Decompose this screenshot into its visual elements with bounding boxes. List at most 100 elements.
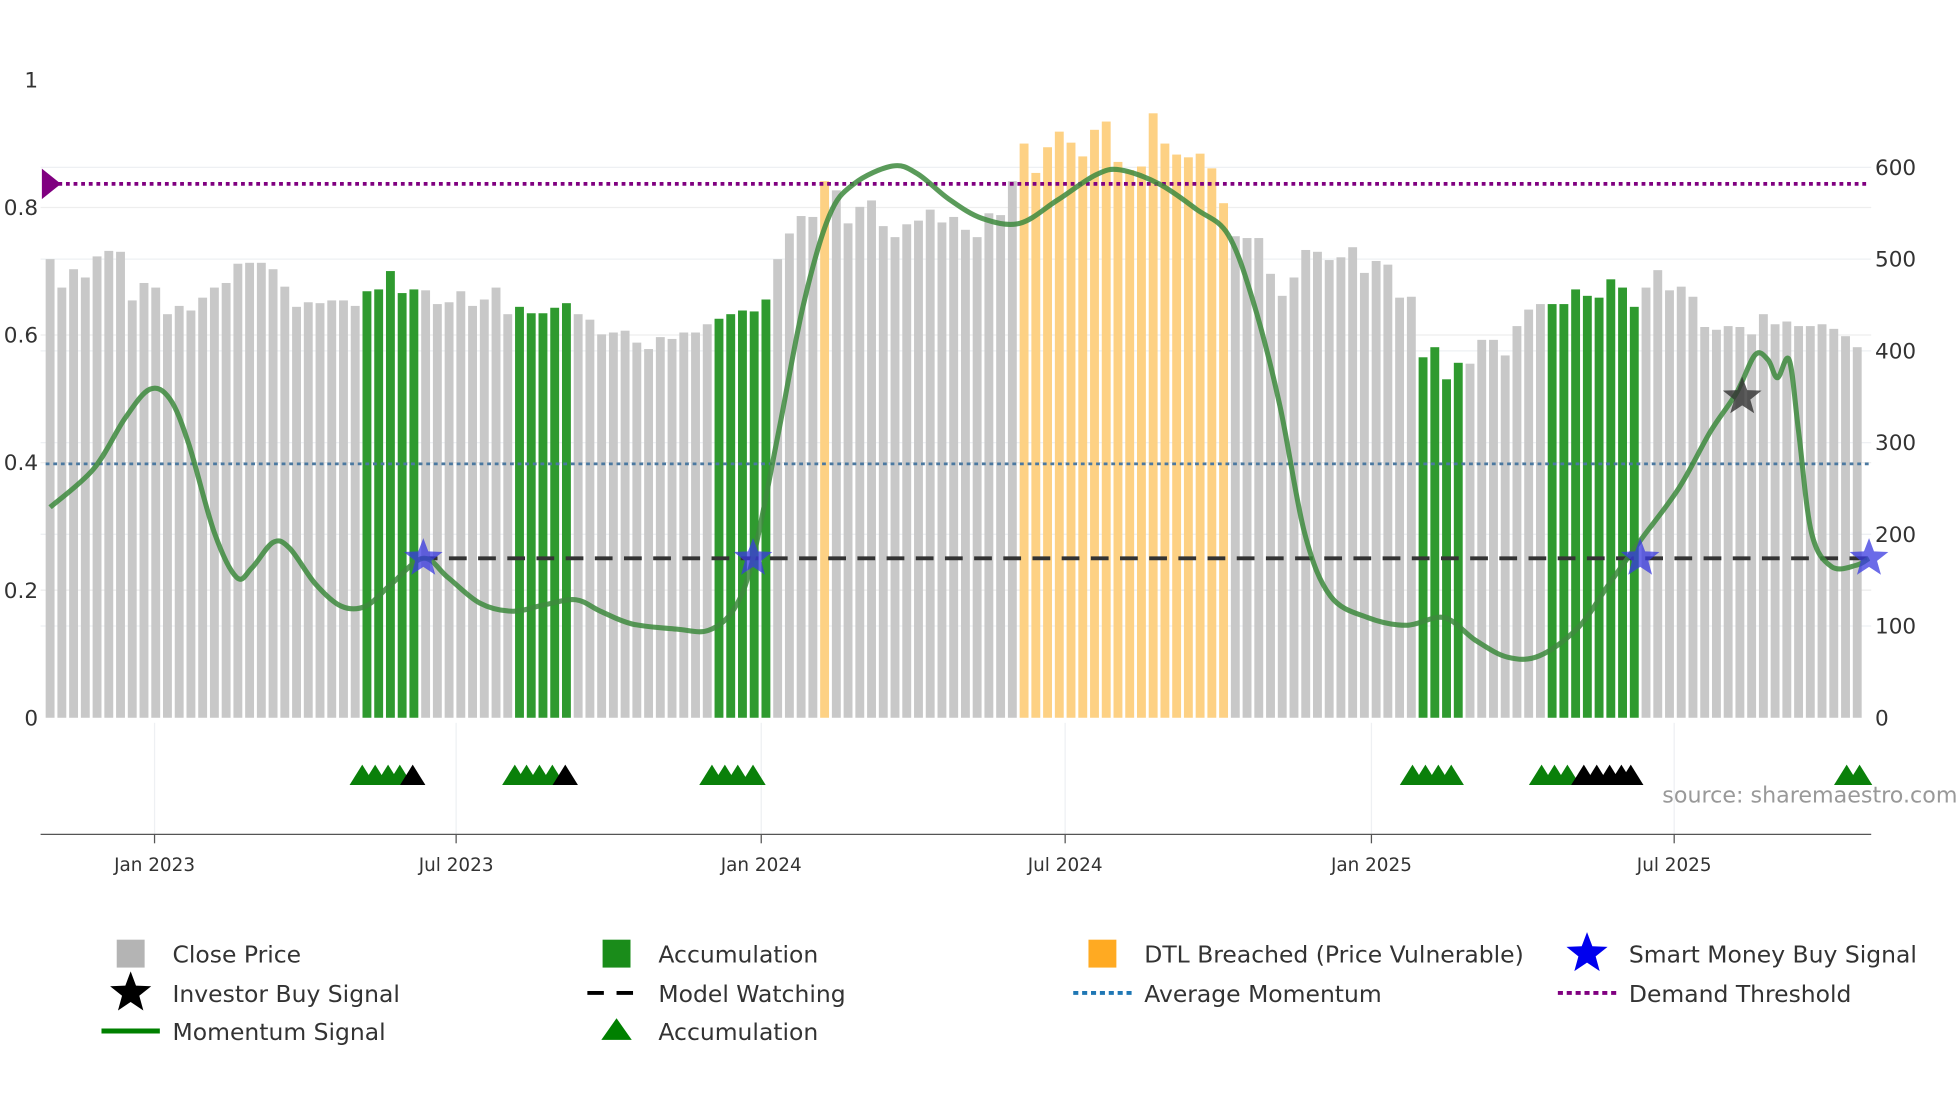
close-price-bar <box>1489 339 1498 718</box>
close-price-bar <box>1653 270 1663 718</box>
close-price-bar <box>92 256 102 718</box>
dtl-breached-bar <box>1207 168 1217 718</box>
close-price-bar <box>339 300 348 718</box>
close-price-bar <box>198 297 208 718</box>
axes: Jan 2023 Jul 2023 Jan 2024 Jul 2024 Jan 2025… <box>4 69 1916 877</box>
dtl-breached-bar <box>820 181 830 718</box>
close-price-bar <box>867 200 876 718</box>
legend-close-price-label: Close Price <box>173 941 302 969</box>
close-price-bar <box>1465 363 1475 718</box>
dtl-breached-bar <box>1183 157 1193 718</box>
accumulation-bar <box>1618 287 1627 718</box>
close-price-bar <box>1336 257 1346 718</box>
accumulation-bar <box>397 293 407 718</box>
dtl-breached-bar <box>1054 131 1064 718</box>
legend-investor-buy-signal-icon <box>110 971 152 1011</box>
dtl-breached-bar <box>1078 156 1088 718</box>
close-price-bar <box>1747 334 1757 718</box>
close-price-bar <box>163 314 172 718</box>
close-price-bar <box>1723 326 1733 718</box>
left-tick-label: 0.2 <box>4 579 38 604</box>
close-price-bar <box>69 269 79 718</box>
dtl-breached-bar <box>1172 154 1182 718</box>
investor-triangle <box>400 764 426 785</box>
accumulation-bar <box>1559 304 1569 718</box>
dtl-breached-bar <box>1148 113 1158 718</box>
close-price-bar <box>1829 328 1839 718</box>
close-price-bar <box>831 190 841 718</box>
legend-accumulation-label: Accumulation <box>658 1018 818 1046</box>
legend-smart-money-buy-signal-label: Smart Money Buy Signal <box>1629 941 1917 969</box>
close-price-bar <box>808 216 818 718</box>
close-price-bar <box>890 237 900 718</box>
x-tick-label: Jan 2024 <box>720 855 802 876</box>
legend-average-momentum-label: Average Momentum <box>1144 980 1381 1008</box>
close-price-bar <box>432 304 442 718</box>
smart-money-buy-star <box>733 538 773 575</box>
close-price-bar <box>1794 326 1804 718</box>
close-price-bar <box>1230 236 1240 718</box>
accumulation-bar <box>362 291 372 718</box>
accumulation-bar <box>1430 347 1440 718</box>
legend: Close Price Accumulation DTL Breached (Pri… <box>101 932 1917 1046</box>
left-tick-label: 1 <box>24 69 38 94</box>
left-tick-label: 0.4 <box>4 451 38 476</box>
close-price-bar <box>1770 324 1780 718</box>
close-price-bar <box>1289 277 1299 718</box>
dtl-breached-bar <box>1043 147 1052 718</box>
close-price-bar <box>1371 260 1381 718</box>
accumulation-triangle <box>740 764 766 785</box>
right-tick-label: 600 <box>1875 156 1916 181</box>
accumulation-bar <box>374 289 384 718</box>
close-price-bar <box>843 223 853 718</box>
source-label: source: sharemaestro.com <box>1662 783 1957 809</box>
close-price-bar <box>350 305 360 718</box>
close-price-bar <box>1524 309 1534 718</box>
legend-accumulation-icon <box>602 939 631 968</box>
investor-triangle <box>1618 764 1644 785</box>
smart-money-buy-star <box>1620 538 1660 575</box>
close-price-bar <box>421 290 431 718</box>
close-price-bar <box>186 310 196 718</box>
close-price-bar <box>315 303 325 718</box>
close-price-bar <box>620 330 630 718</box>
close-price-bar <box>691 332 700 718</box>
accumulation-bar <box>1547 304 1557 718</box>
close-price-bar <box>233 263 243 718</box>
signal-lines <box>41 163 1872 662</box>
accumulation-bar <box>538 313 548 718</box>
dtl-breached-bar <box>1101 121 1111 718</box>
close-price-bar <box>1266 273 1275 718</box>
accumulation-bar <box>1418 357 1428 718</box>
accumulation-bar <box>1629 306 1639 718</box>
accumulation-bar <box>749 311 759 718</box>
close-price-bar <box>468 305 477 718</box>
close-price-bar <box>245 262 255 718</box>
accumulation-bar <box>561 303 571 718</box>
accumulation-bar <box>550 307 560 718</box>
legend-dtl-breached-price-vulnerable-label: DTL Breached (Price Vulnerable) <box>1144 941 1523 969</box>
signal-markers <box>349 376 1889 785</box>
close-price-bar <box>1852 347 1862 718</box>
close-price-bar <box>80 277 90 718</box>
close-price-bar <box>1688 296 1698 718</box>
close-price-bar <box>1676 286 1686 718</box>
close-price-bar <box>1512 326 1522 718</box>
close-price-bar <box>996 215 1006 718</box>
close-price-bar <box>1383 264 1393 718</box>
close-price-bar <box>1817 324 1827 718</box>
close-price-bar <box>914 220 923 718</box>
close-price-bar <box>1348 247 1358 718</box>
dtl-breached-bar <box>1066 142 1076 718</box>
accumulation-triangle <box>1554 764 1581 785</box>
accumulation-bar <box>1453 362 1463 718</box>
right-tick-label: 100 <box>1875 615 1916 640</box>
legend-accumulation-label: Accumulation <box>658 941 818 969</box>
close-price-bar <box>1711 329 1721 718</box>
dtl-breached-bar <box>1113 161 1123 718</box>
close-price-bar <box>221 282 231 718</box>
accumulation-bar <box>526 313 536 718</box>
dtl-breached-bar <box>1136 166 1146 718</box>
dtl-breached-bar <box>1219 203 1229 718</box>
accumulation-bar <box>1606 279 1616 718</box>
